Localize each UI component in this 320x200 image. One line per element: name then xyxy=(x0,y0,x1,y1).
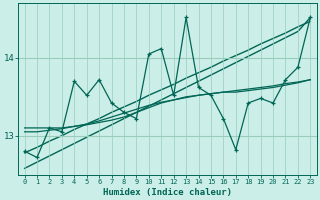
X-axis label: Humidex (Indice chaleur): Humidex (Indice chaleur) xyxy=(103,188,232,197)
